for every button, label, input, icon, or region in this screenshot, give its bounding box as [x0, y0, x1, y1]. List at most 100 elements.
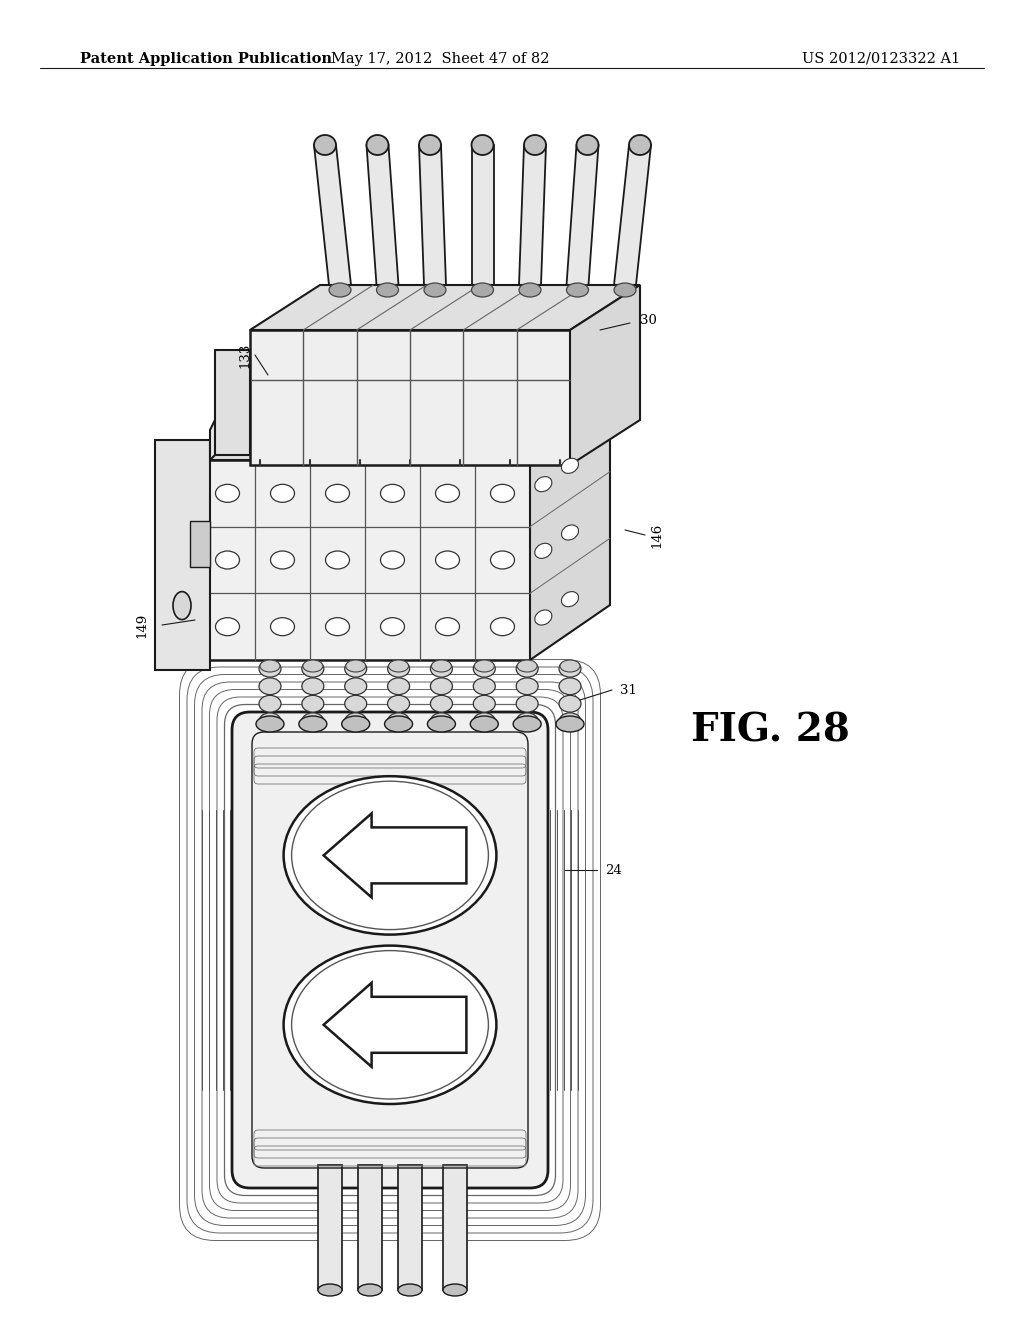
Ellipse shape — [430, 713, 453, 730]
Ellipse shape — [302, 660, 324, 677]
Ellipse shape — [435, 484, 460, 503]
Ellipse shape — [559, 696, 581, 713]
Ellipse shape — [388, 660, 409, 672]
Ellipse shape — [259, 678, 281, 694]
Ellipse shape — [430, 696, 453, 713]
Ellipse shape — [516, 713, 539, 730]
Ellipse shape — [516, 678, 539, 694]
Ellipse shape — [259, 713, 281, 730]
Ellipse shape — [345, 696, 367, 713]
Ellipse shape — [517, 660, 538, 672]
Ellipse shape — [215, 618, 240, 636]
Polygon shape — [190, 520, 210, 566]
Text: 133: 133 — [239, 342, 252, 368]
Ellipse shape — [302, 678, 324, 694]
Polygon shape — [519, 145, 546, 285]
Polygon shape — [324, 983, 466, 1067]
Polygon shape — [200, 405, 610, 459]
Ellipse shape — [473, 660, 496, 677]
Ellipse shape — [473, 696, 496, 713]
Ellipse shape — [270, 484, 295, 503]
Ellipse shape — [473, 713, 496, 730]
FancyBboxPatch shape — [232, 711, 548, 1188]
Ellipse shape — [345, 678, 367, 694]
Ellipse shape — [424, 282, 446, 297]
Polygon shape — [398, 1166, 422, 1290]
Ellipse shape — [302, 696, 324, 713]
Ellipse shape — [381, 484, 404, 503]
Ellipse shape — [342, 715, 370, 733]
Ellipse shape — [430, 660, 453, 677]
Ellipse shape — [387, 678, 410, 694]
Ellipse shape — [260, 660, 280, 672]
Ellipse shape — [559, 660, 581, 677]
Ellipse shape — [299, 715, 327, 733]
Ellipse shape — [345, 713, 367, 730]
Ellipse shape — [381, 550, 404, 569]
Ellipse shape — [358, 1284, 382, 1296]
Text: US 2012/0123322 A1: US 2012/0123322 A1 — [802, 51, 961, 66]
Ellipse shape — [427, 715, 456, 733]
Ellipse shape — [629, 135, 651, 154]
Ellipse shape — [387, 713, 410, 730]
Ellipse shape — [387, 660, 410, 677]
Ellipse shape — [516, 696, 539, 713]
Ellipse shape — [559, 678, 581, 694]
Polygon shape — [314, 145, 351, 285]
Ellipse shape — [326, 550, 349, 569]
Ellipse shape — [577, 135, 598, 154]
Polygon shape — [250, 330, 570, 465]
Text: 30: 30 — [640, 314, 656, 326]
Polygon shape — [324, 813, 466, 898]
Polygon shape — [566, 145, 598, 285]
Polygon shape — [250, 285, 640, 330]
Text: 31: 31 — [620, 684, 637, 697]
Polygon shape — [614, 145, 651, 285]
Ellipse shape — [516, 660, 539, 677]
Ellipse shape — [490, 484, 514, 503]
FancyBboxPatch shape — [232, 711, 548, 1188]
Ellipse shape — [398, 1284, 422, 1296]
Polygon shape — [318, 1166, 342, 1290]
Ellipse shape — [519, 282, 541, 297]
Ellipse shape — [326, 618, 349, 636]
Ellipse shape — [535, 477, 552, 492]
Ellipse shape — [259, 696, 281, 713]
Ellipse shape — [215, 484, 240, 503]
Ellipse shape — [473, 678, 496, 694]
Ellipse shape — [345, 660, 367, 677]
Ellipse shape — [173, 591, 191, 619]
Ellipse shape — [566, 282, 589, 297]
Ellipse shape — [302, 713, 324, 730]
Text: 24: 24 — [605, 863, 622, 876]
Ellipse shape — [490, 550, 514, 569]
Ellipse shape — [443, 1284, 467, 1296]
Ellipse shape — [614, 282, 636, 297]
Ellipse shape — [215, 550, 240, 569]
Ellipse shape — [367, 135, 388, 154]
Ellipse shape — [535, 610, 552, 626]
Ellipse shape — [314, 135, 336, 154]
Text: 149: 149 — [135, 612, 148, 638]
Ellipse shape — [559, 713, 581, 730]
Ellipse shape — [470, 715, 499, 733]
Ellipse shape — [346, 660, 366, 672]
Ellipse shape — [561, 458, 579, 474]
Ellipse shape — [381, 618, 404, 636]
Ellipse shape — [471, 282, 494, 297]
Polygon shape — [419, 145, 446, 285]
Text: FIG. 28: FIG. 28 — [690, 711, 850, 748]
Ellipse shape — [259, 660, 281, 677]
Ellipse shape — [284, 945, 497, 1104]
Ellipse shape — [326, 484, 349, 503]
Ellipse shape — [387, 696, 410, 713]
Ellipse shape — [270, 550, 295, 569]
Text: 146: 146 — [650, 523, 663, 548]
Ellipse shape — [419, 135, 441, 154]
Polygon shape — [200, 459, 530, 660]
Polygon shape — [367, 145, 398, 285]
Polygon shape — [443, 1166, 467, 1290]
Ellipse shape — [535, 544, 552, 558]
Polygon shape — [358, 1166, 382, 1290]
Ellipse shape — [377, 282, 398, 297]
